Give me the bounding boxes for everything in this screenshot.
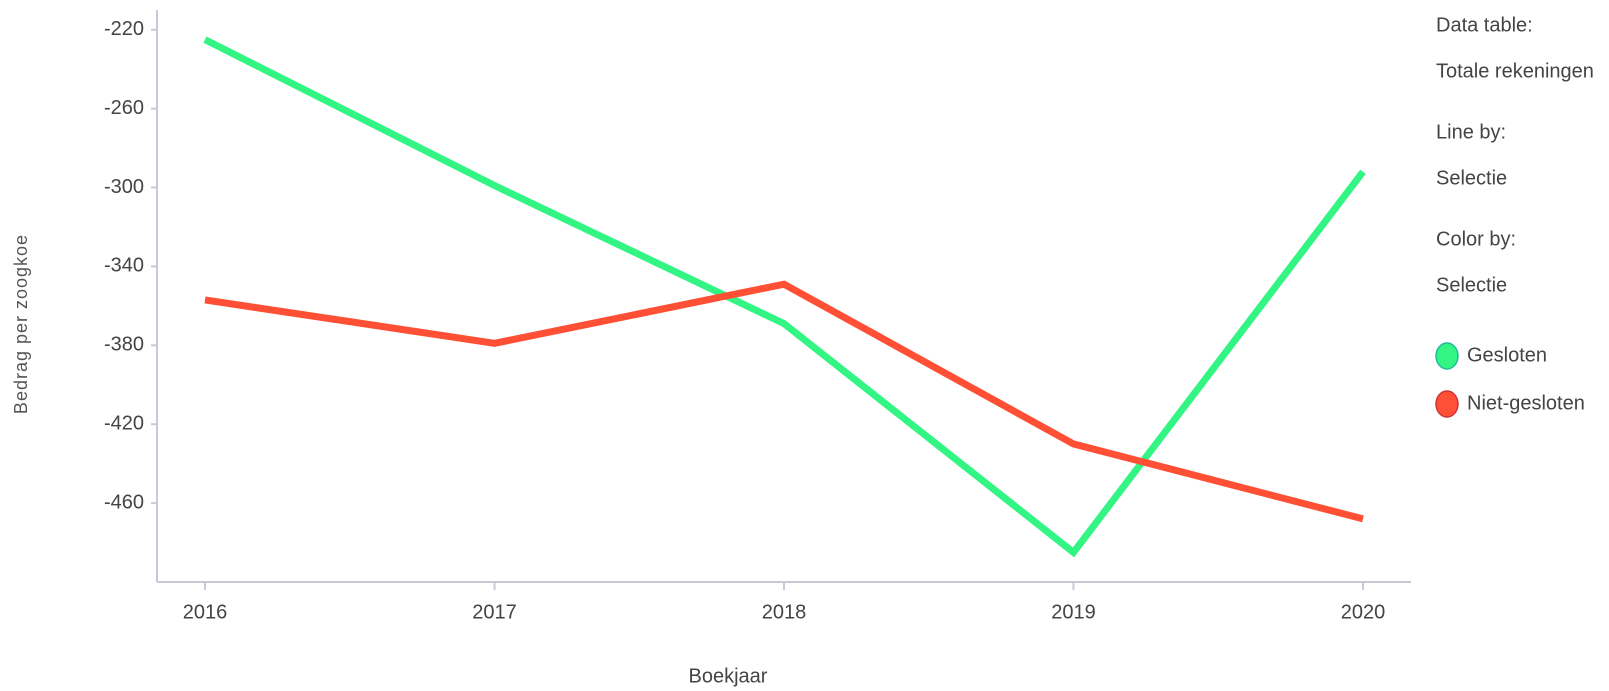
legend-label: Niet-gesloten xyxy=(1467,392,1585,414)
series-line xyxy=(204,280,1364,523)
panel-label: Color by: xyxy=(1436,228,1516,250)
panel-value: Totale rekeningen xyxy=(1436,60,1594,82)
y-tick-label: -380 xyxy=(104,334,144,356)
series-line xyxy=(203,36,1366,558)
y-axis-label: Bedrag per zoogkoe xyxy=(11,234,31,414)
x-tick-label: 2017 xyxy=(472,601,517,623)
panel-label: Line by: xyxy=(1436,121,1506,143)
panel-value: Selectie xyxy=(1436,167,1507,189)
y-tick-label: -340 xyxy=(104,255,144,277)
x-tick-label: 2016 xyxy=(183,601,228,623)
legend-swatch xyxy=(1435,390,1459,418)
x-tick-label: 2018 xyxy=(762,601,807,623)
legend-swatch xyxy=(1435,342,1459,370)
panel-label: Data table: xyxy=(1436,14,1533,36)
y-tick-label: -220 xyxy=(104,18,144,40)
x-tick-label: 2020 xyxy=(1341,601,1386,623)
y-tick-label: -260 xyxy=(104,97,144,119)
y-tick-label: -460 xyxy=(104,491,144,513)
y-tick-label: -420 xyxy=(104,412,144,434)
x-tick-label: 2019 xyxy=(1051,601,1096,623)
y-tick-label: -300 xyxy=(104,176,144,198)
x-axis-label: Boekjaar xyxy=(689,665,768,687)
panel-value: Selectie xyxy=(1436,274,1507,296)
legend-label: Gesloten xyxy=(1467,344,1547,366)
